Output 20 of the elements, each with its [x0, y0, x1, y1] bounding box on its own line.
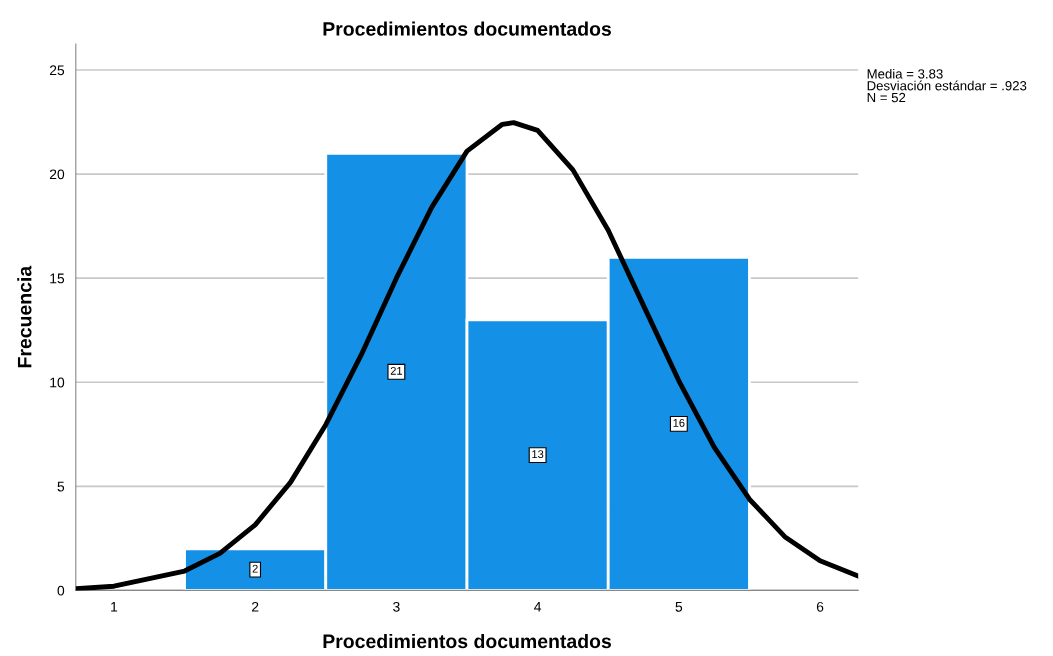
data-label: 16 [673, 418, 685, 427]
data-label: 21 [390, 366, 403, 375]
x-tick-label: 6 [816, 601, 824, 612]
data-label: 13 [532, 450, 544, 459]
x-tick-label: 1 [111, 602, 118, 612]
x-axis-title: Procedimientos documentados [323, 633, 611, 649]
y-tick-label: 5 [57, 481, 65, 492]
data-label: 2 [252, 564, 258, 573]
text: Media = 3.83 Desviación estándar = .923 N = 52 [867, 68, 1027, 103]
x-tick-label: 5 [675, 602, 683, 612]
chart-title: Procedimientos documentados [323, 21, 611, 36]
y-tick-label: 0 [57, 585, 65, 596]
y-tick-label: 25 [49, 65, 65, 76]
x-tick-label: 3 [393, 601, 400, 612]
y-tick-label: 10 [50, 377, 65, 388]
y-tick-label: 20 [49, 169, 65, 180]
x-tick-label: 2 [252, 601, 259, 612]
y-tick-label: 15 [50, 273, 65, 284]
x-tick-label: 4 [534, 602, 542, 612]
y-axis-title: Frecuencia [17, 265, 32, 368]
